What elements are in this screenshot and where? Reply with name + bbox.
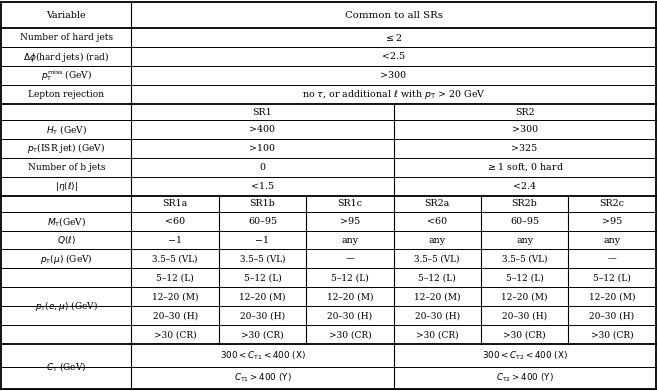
Text: >30 (CR): >30 (CR)	[416, 330, 459, 339]
Text: >300: >300	[380, 71, 407, 80]
Text: 3.5–5 (VL): 3.5–5 (VL)	[415, 255, 460, 264]
Text: $300 < C_{\rm T2} < 400\ (\rm X)$: $300 < C_{\rm T2} < 400\ (\rm X)$	[482, 349, 568, 362]
Text: SR1a: SR1a	[162, 199, 188, 208]
Text: SR1c: SR1c	[337, 199, 363, 208]
Text: SR2c: SR2c	[599, 199, 625, 208]
Text: SR2: SR2	[515, 108, 534, 117]
Text: 3.5–5 (VL): 3.5–5 (VL)	[240, 255, 285, 264]
Text: Number of b jets: Number of b jets	[28, 163, 105, 172]
Text: Variable: Variable	[47, 11, 86, 20]
Text: 20–30 (H): 20–30 (H)	[240, 311, 285, 320]
Text: >300: >300	[512, 125, 537, 134]
Text: 3.5–5 (VL): 3.5–5 (VL)	[502, 255, 547, 264]
Text: <1.5: <1.5	[251, 182, 274, 191]
Text: −1: −1	[256, 235, 269, 244]
Text: 5–12 (L): 5–12 (L)	[156, 273, 194, 282]
Text: $300 < C_{\rm T1} < 400\ (\rm X)$: $300 < C_{\rm T1} < 400\ (\rm X)$	[219, 349, 306, 362]
Text: 12–20 (M): 12–20 (M)	[152, 292, 198, 301]
Text: >325: >325	[512, 144, 537, 153]
Text: $p_{\rm T}^{\rm miss}$ (GeV): $p_{\rm T}^{\rm miss}$ (GeV)	[41, 68, 92, 83]
Text: SR2a: SR2a	[424, 199, 450, 208]
Text: $H_{\rm T}$ (GeV): $H_{\rm T}$ (GeV)	[46, 123, 87, 136]
Text: $p_{\rm T}$(ISR jet) (GeV): $p_{\rm T}$(ISR jet) (GeV)	[28, 142, 105, 155]
Text: $|\eta(\ell)|$: $|\eta(\ell)|$	[55, 180, 78, 193]
Text: any: any	[428, 235, 446, 244]
Text: <2.5: <2.5	[382, 52, 405, 61]
Text: 20–30 (H): 20–30 (H)	[415, 311, 460, 320]
Text: >400: >400	[250, 125, 275, 134]
Text: >95: >95	[602, 217, 622, 226]
Text: SR1b: SR1b	[250, 199, 275, 208]
Text: 20–30 (H): 20–30 (H)	[589, 311, 635, 320]
Text: $p_{\rm T}(\mu)$ (GeV): $p_{\rm T}(\mu)$ (GeV)	[40, 252, 93, 266]
Text: Lepton rejection: Lepton rejection	[28, 90, 104, 99]
Text: SR2b: SR2b	[512, 199, 537, 208]
Text: 5–12 (L): 5–12 (L)	[244, 273, 281, 282]
Text: 20–30 (H): 20–30 (H)	[502, 311, 547, 320]
Text: $C_{\rm T2} > 400\ (\rm Y)$: $C_{\rm T2} > 400\ (\rm Y)$	[496, 371, 553, 384]
Text: >30 (CR): >30 (CR)	[328, 330, 371, 339]
Text: 3.5–5 (VL): 3.5–5 (VL)	[152, 255, 198, 264]
Text: $\geq$1 soft, 0 hard: $\geq$1 soft, 0 hard	[486, 161, 564, 173]
Text: >30 (CR): >30 (CR)	[591, 330, 633, 339]
Text: 20–30 (H): 20–30 (H)	[327, 311, 373, 320]
Text: >30 (CR): >30 (CR)	[154, 330, 196, 339]
Text: 60–95: 60–95	[510, 217, 539, 226]
Text: <60: <60	[165, 217, 185, 226]
Text: 60–95: 60–95	[248, 217, 277, 226]
Text: $Q(\ell)$: $Q(\ell)$	[57, 234, 76, 246]
Text: 12–20 (M): 12–20 (M)	[414, 292, 461, 301]
Text: 12–20 (M): 12–20 (M)	[239, 292, 286, 301]
Text: $p_{\rm T}(e,\mu)$ (GeV): $p_{\rm T}(e,\mu)$ (GeV)	[35, 300, 98, 313]
Text: no $\tau$, or additional $\ell$ with $p_{\rm T}$ > 20 GeV: no $\tau$, or additional $\ell$ with $p_…	[302, 88, 486, 101]
Text: any: any	[603, 235, 621, 244]
Text: >100: >100	[250, 144, 275, 153]
Text: 5–12 (L): 5–12 (L)	[506, 273, 543, 282]
Text: 5–12 (L): 5–12 (L)	[419, 273, 456, 282]
Text: —: —	[608, 255, 616, 264]
Text: $C_{\rm T}$ (GeV): $C_{\rm T}$ (GeV)	[46, 360, 87, 373]
Text: >30 (CR): >30 (CR)	[241, 330, 284, 339]
Text: <2.4: <2.4	[513, 182, 536, 191]
Text: any: any	[341, 235, 359, 244]
Text: Common to all SRs: Common to all SRs	[344, 11, 443, 20]
Text: <60: <60	[427, 217, 447, 226]
Text: $M_{\rm T}$(GeV): $M_{\rm T}$(GeV)	[47, 215, 86, 228]
Text: $C_{\rm T1} > 400\ (\rm Y)$: $C_{\rm T1} > 400\ (\rm Y)$	[234, 371, 291, 384]
Text: 5–12 (L): 5–12 (L)	[331, 273, 369, 282]
Text: any: any	[516, 235, 533, 244]
Text: 12–20 (M): 12–20 (M)	[501, 292, 548, 301]
Text: 12–20 (M): 12–20 (M)	[327, 292, 373, 301]
Text: $\leq$2: $\leq$2	[384, 32, 403, 43]
Text: 12–20 (M): 12–20 (M)	[589, 292, 635, 301]
Text: —: —	[346, 255, 354, 264]
Text: 5–12 (L): 5–12 (L)	[593, 273, 631, 282]
Text: >95: >95	[340, 217, 360, 226]
Text: −1: −1	[168, 235, 182, 244]
Text: 20–30 (H): 20–30 (H)	[152, 311, 198, 320]
Text: Number of hard jets: Number of hard jets	[20, 33, 113, 42]
Text: >30 (CR): >30 (CR)	[503, 330, 546, 339]
Text: 0: 0	[260, 163, 265, 172]
Text: SR1: SR1	[253, 108, 272, 117]
Text: $\Delta\phi$(hard jets) (rad): $\Delta\phi$(hard jets) (rad)	[23, 50, 110, 64]
